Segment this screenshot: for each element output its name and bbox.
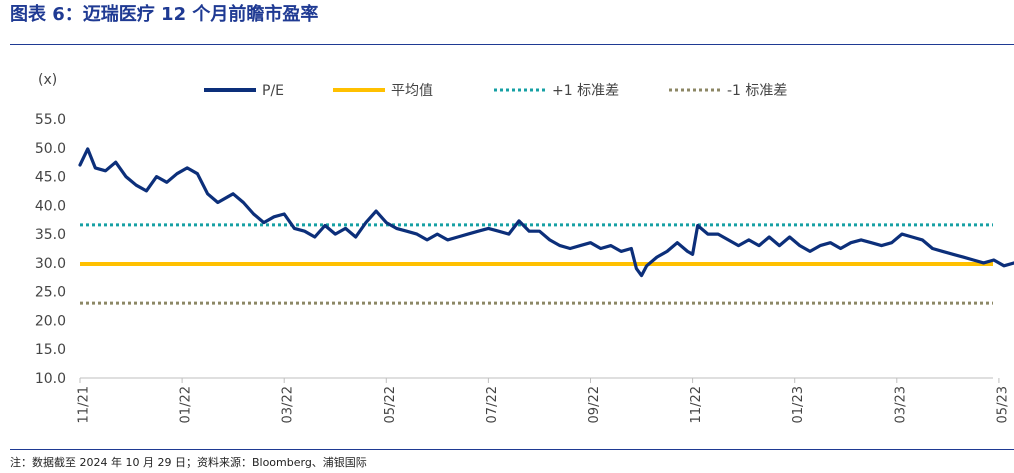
legend-pe-label: P/E xyxy=(262,83,284,99)
legend-minus1-label: -1 标准差 xyxy=(727,83,787,99)
x-tick-label: 11/21 xyxy=(77,386,92,423)
x-tick-label: 11/22 xyxy=(689,386,704,423)
x-tick-label: 01/23 xyxy=(791,386,806,423)
figure-title: 图表 6：迈瑞医疗 12 个月前瞻市盈率 xyxy=(10,4,319,25)
source-note: 注：数据截至 2024 年 10 月 29 日；资料来源：Bloomberg、浦… xyxy=(10,456,367,469)
y-tick-label: 45.0 xyxy=(35,170,66,186)
x-tick-label: 01/22 xyxy=(179,386,194,423)
pe-series-line xyxy=(78,147,1014,278)
x-tick-label: 03/22 xyxy=(281,386,296,423)
x-tick-label: 03/23 xyxy=(893,386,908,423)
x-tick-label: 09/22 xyxy=(587,386,602,423)
y-tick-label: 40.0 xyxy=(35,198,66,214)
y-tick-label: 55.0 xyxy=(35,112,66,128)
y-tick-label: 10.0 xyxy=(35,371,66,387)
x-tick-label: 05/23 xyxy=(995,386,1010,423)
x-tick-label: 05/22 xyxy=(383,386,398,423)
y-tick-label: 30.0 xyxy=(35,256,66,272)
y-unit-label: (x) xyxy=(38,72,57,88)
legend-plus1-label: +1 标准差 xyxy=(552,83,619,99)
y-axis: 10.0 15.0 20.0 25.0 30.0 35.0 40.0 45.0 50.0 55.0 xyxy=(35,112,66,387)
x-axis: 11/21 01/22 03/22 05/22 07/22 09/22 11/22 01/23… xyxy=(77,377,1010,423)
y-tick-label: 35.0 xyxy=(35,227,66,243)
y-tick-label: 50.0 xyxy=(35,141,66,157)
bottom-rule xyxy=(10,449,1014,450)
top-rule xyxy=(10,44,1014,45)
y-tick-label: 25.0 xyxy=(35,285,66,301)
legend: P/E 平均值 +1 标准差 -1 标准差 xyxy=(204,83,787,99)
y-tick-label: 15.0 xyxy=(35,342,66,358)
series xyxy=(78,147,1014,278)
legend-mean-label: 平均值 xyxy=(391,83,433,99)
reference-lines xyxy=(80,223,993,305)
x-tick-label: 07/22 xyxy=(485,386,500,423)
y-tick-label: 20.0 xyxy=(35,313,66,329)
